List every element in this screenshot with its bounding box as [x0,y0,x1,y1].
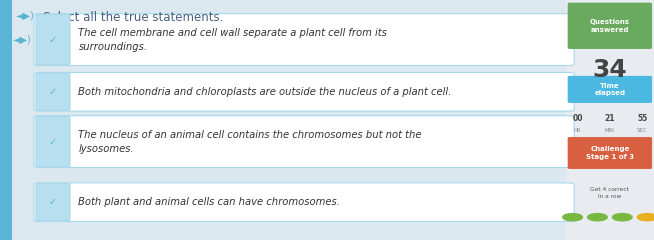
FancyBboxPatch shape [36,14,70,65]
Text: 55: 55 [637,114,647,123]
Text: HR: HR [574,128,581,133]
FancyBboxPatch shape [34,183,574,222]
Text: The nucleus of an animal cell contains the chromosomes but not the
lysosomes.: The nucleus of an animal cell contains t… [78,130,422,154]
FancyBboxPatch shape [568,137,652,169]
Text: MIN: MIN [605,128,615,133]
Text: ✓: ✓ [49,197,57,207]
Text: SEC: SEC [637,128,647,133]
Text: Questions
answered: Questions answered [590,19,630,33]
Text: Time
elapsed: Time elapsed [594,83,625,96]
Text: Both mitochondria and chloroplasts are outside the nucleus of a plant cell.: Both mitochondria and chloroplasts are o… [78,87,452,97]
Circle shape [588,214,608,221]
Circle shape [613,214,632,221]
Text: Get 4 correct
in a row: Get 4 correct in a row [591,187,629,199]
Text: The cell membrane and cell wall separate a plant cell from its
surroundings.: The cell membrane and cell wall separate… [78,28,387,52]
FancyBboxPatch shape [34,72,574,111]
FancyBboxPatch shape [36,73,70,110]
FancyBboxPatch shape [34,14,574,66]
Text: Challenge
Stage 1 of 3: Challenge Stage 1 of 3 [586,146,634,160]
Text: ◄▶): ◄▶) [16,11,35,21]
Text: ✓: ✓ [49,137,57,147]
FancyBboxPatch shape [568,3,652,49]
Text: ◄▶): ◄▶) [13,35,32,45]
Text: Both plant and animal cells can have chromosomes.: Both plant and animal cells can have chr… [78,197,340,207]
Text: 00: 00 [572,114,583,123]
Text: 34: 34 [593,58,627,82]
Bar [566,0,654,240]
Text: Select all the true statements.: Select all the true statements. [43,11,223,24]
FancyBboxPatch shape [34,116,574,168]
Text: ✓: ✓ [49,35,57,45]
Circle shape [562,214,582,221]
FancyBboxPatch shape [36,116,70,167]
Bar [0,0,12,240]
FancyBboxPatch shape [568,76,652,103]
Circle shape [638,214,654,221]
Text: ✓: ✓ [49,87,57,97]
FancyBboxPatch shape [36,184,70,221]
Text: 21: 21 [604,114,615,123]
